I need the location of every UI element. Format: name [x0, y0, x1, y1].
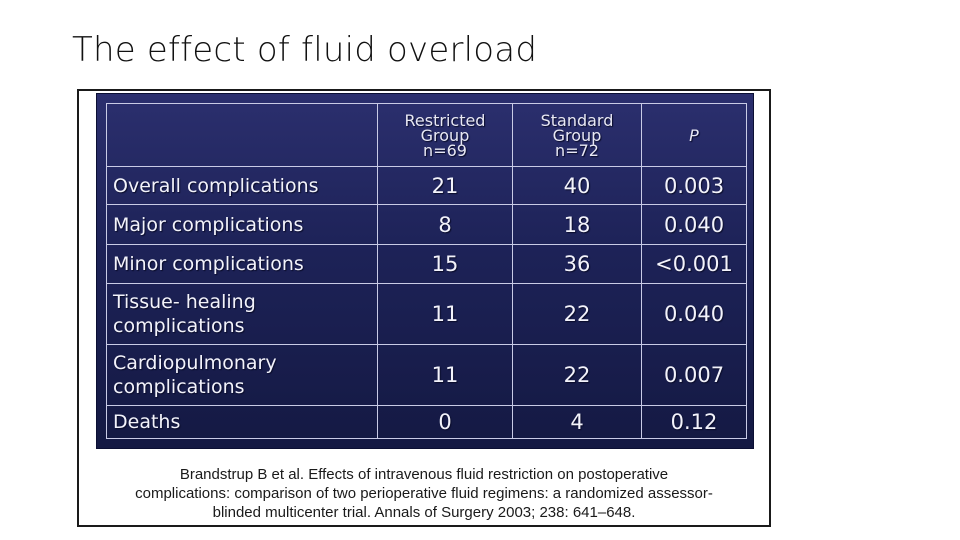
citation: Brandstrup B et al. Effects of intraveno… [79, 465, 769, 522]
citation-line: complications: comparison of two periope… [135, 485, 713, 502]
header-line: Group [552, 125, 602, 145]
restricted-value: 21 [377, 166, 513, 205]
row-label: Minor complications [106, 244, 378, 284]
p-value: 0.007 [641, 344, 747, 406]
table-row: Overall complications 21 40 0.003 [106, 166, 747, 205]
row-label-line: Cardiopulmonary [113, 352, 277, 374]
header-line: Restricted [404, 110, 486, 130]
citation-line: blinded multicenter trial. Annals of Sur… [212, 504, 636, 521]
header-standard-group: Standard Group n=72 [512, 103, 642, 167]
standard-value: 36 [512, 244, 642, 284]
standard-value: 40 [512, 166, 642, 205]
standard-value: 18 [512, 204, 642, 245]
row-label-line: Tissue- healing [113, 291, 256, 313]
row-label: Tissue- healing complications [106, 283, 378, 345]
results-table: Restricted Group n=69 Standard Group n=7… [106, 103, 747, 439]
restricted-value: 11 [377, 344, 513, 406]
slide-title: The effect of fluid overload [72, 30, 538, 70]
table-row: Major complications 8 18 0.040 [106, 204, 747, 245]
header-label-cell [106, 103, 378, 167]
table-row: Cardiopulmonary complications 11 22 0.00… [106, 344, 747, 406]
table-row: Deaths 0 4 0.12 [106, 405, 747, 439]
row-label-line: Major complications [113, 213, 304, 236]
p-value: 0.040 [641, 283, 747, 345]
p-value: 0.040 [641, 204, 747, 245]
header-line: Standard [540, 110, 614, 130]
p-value: 0.003 [641, 166, 747, 205]
table-row: Tissue- healing complications 11 22 0.04… [106, 283, 747, 345]
standard-value: 22 [512, 344, 642, 406]
row-label: Major complications [106, 204, 378, 245]
citation-line: Brandstrup B et al. Effects of intraveno… [179, 466, 669, 483]
row-label-line: Deaths [113, 411, 181, 433]
restricted-value: 15 [377, 244, 513, 284]
row-label-line: complications [113, 315, 245, 337]
table-header-row: Restricted Group n=69 Standard Group n=7… [106, 103, 747, 167]
header-line: n=69 [423, 140, 467, 160]
restricted-value: 8 [377, 204, 513, 245]
standard-value: 4 [512, 405, 642, 439]
row-label: Cardiopulmonary complications [106, 344, 378, 406]
header-line: n=72 [555, 140, 599, 160]
header-line: Group [420, 125, 470, 145]
standard-value: 22 [512, 283, 642, 345]
restricted-value: 0 [377, 405, 513, 439]
row-label: Deaths [106, 405, 378, 439]
header-p-value: P [641, 103, 747, 167]
results-table-panel: Restricted Group n=69 Standard Group n=7… [97, 94, 753, 448]
row-label-line: Overall complications [113, 174, 319, 197]
p-value: <0.001 [641, 244, 747, 284]
figure-frame: Restricted Group n=69 Standard Group n=7… [77, 89, 771, 527]
header-restricted-group: Restricted Group n=69 [377, 103, 513, 167]
row-label-line: Minor complications [113, 253, 304, 275]
restricted-value: 11 [377, 283, 513, 345]
row-label: Overall complications [106, 166, 378, 205]
table-row: Minor complications 15 36 <0.001 [106, 244, 747, 284]
p-value: 0.12 [641, 405, 747, 439]
row-label-line: complications [113, 376, 245, 398]
